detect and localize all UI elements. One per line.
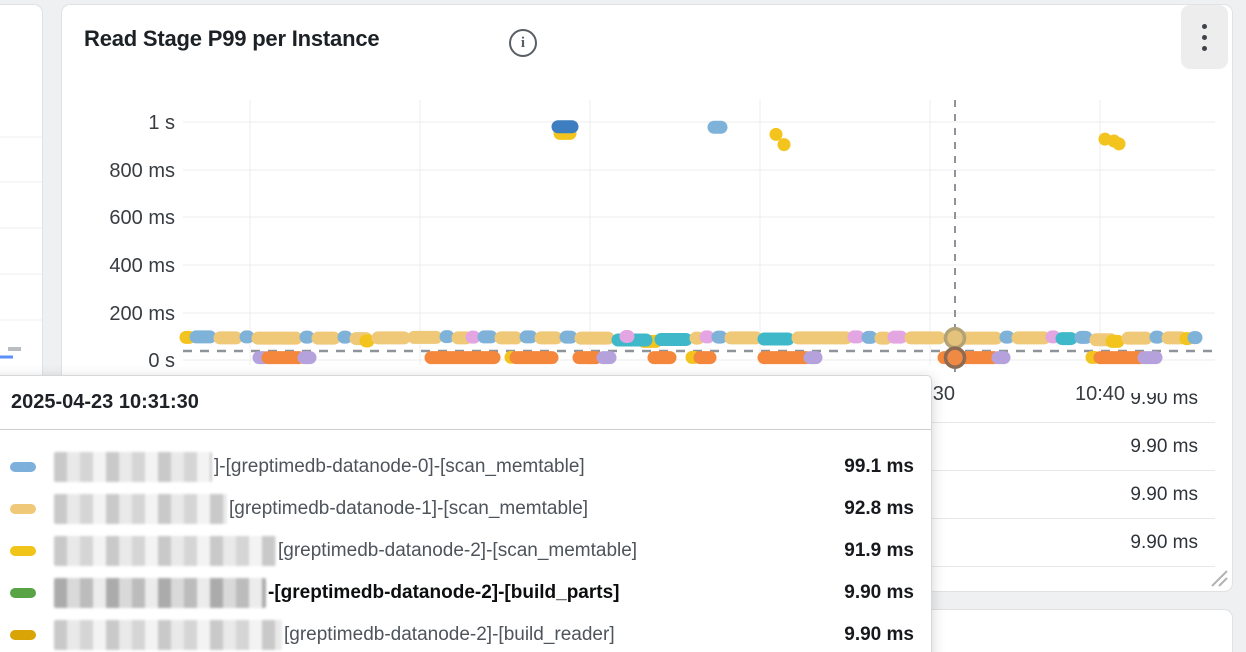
legend-value: 9.90 ms <box>1130 531 1198 553</box>
series-label: [greptimedb-datanode-2]-[scan_memtable] <box>278 540 638 561</box>
series-value: 9.90 ms <box>844 582 914 603</box>
chart-tooltip: 2025-04-23 10:31:30 ]-[greptimedb-datano… <box>0 375 932 652</box>
tooltip-series-row: [greptimedb-datanode-1]-[scan_memtable] 9… <box>0 488 931 530</box>
series-label: [greptimedb-datanode-1]-[scan_memtable] <box>229 498 589 519</box>
tooltip-series-row: [greptimedb-datanode-2]-[scan_memtable] 9… <box>0 530 931 572</box>
kebab-icon <box>1202 34 1207 40</box>
panel-menu-button[interactable] <box>1181 5 1228 69</box>
tooltip-series-row: ]-[greptimedb-datanode-0]-[scan_memtable… <box>0 446 931 488</box>
redacted-series-name <box>54 536 276 566</box>
info-icon[interactable]: i <box>509 29 537 57</box>
series-label: [greptimedb-datanode-2]-[build_reader] <box>284 624 615 645</box>
redacted-series-name <box>54 494 227 524</box>
series-color-swatch <box>10 588 36 598</box>
redacted-series-name <box>54 620 282 650</box>
series-value: 9.90 ms <box>844 624 914 645</box>
resize-handle-icon[interactable] <box>1209 568 1229 588</box>
series-color-swatch <box>10 546 36 556</box>
series-label: -[greptimedb-datanode-2]-[build_parts] <box>268 582 620 603</box>
series-color-swatch <box>10 504 36 514</box>
tooltip-timestamp: 2025-04-23 10:31:30 <box>0 376 931 430</box>
legend-value: 9.90 ms <box>1130 483 1198 505</box>
tooltip-series-row: [greptimedb-datanode-2]-[build_reader] 9.… <box>0 614 931 652</box>
redacted-series-name <box>54 578 266 608</box>
page-title: Read Stage P99 per Instance <box>84 26 380 51</box>
tooltip-rows: ]-[greptimedb-datanode-0]-[scan_memtable… <box>0 430 931 652</box>
kebab-icon <box>1202 45 1207 51</box>
kebab-icon <box>1202 23 1207 29</box>
redacted-series-name <box>54 452 212 482</box>
legend-value: 9.90 ms <box>1130 393 1198 409</box>
series-value: 99.1 ms <box>844 456 914 477</box>
series-value: 91.9 ms <box>844 540 914 561</box>
series-value: 92.8 ms <box>844 498 914 519</box>
series-color-swatch <box>10 462 36 472</box>
legend-value: 9.90 ms <box>1130 435 1198 457</box>
series-label: ]-[greptimedb-datanode-0]-[scan_memtable… <box>214 456 585 477</box>
tooltip-series-row: -[greptimedb-datanode-2]-[build_parts] 9.… <box>0 572 931 614</box>
series-color-swatch <box>10 630 36 640</box>
